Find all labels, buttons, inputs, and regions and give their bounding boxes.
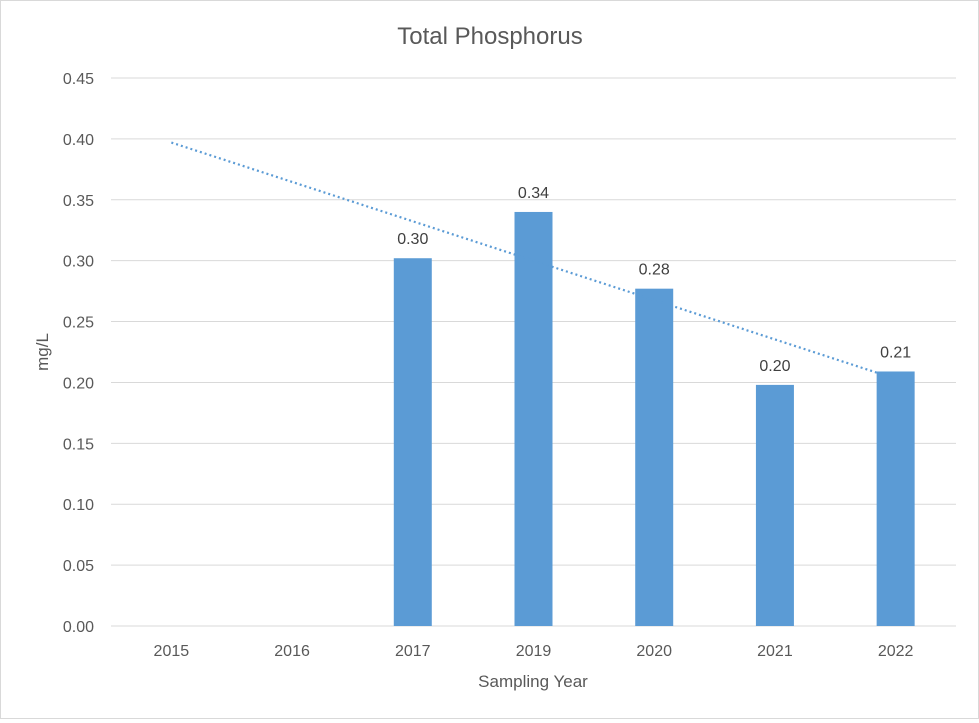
x-tick-label: 2016 xyxy=(274,643,310,660)
y-axis-ticks: 0.00 0.05 0.10 0.15 0.20 0.25 0.30 0.35 0.40 0.45 xyxy=(63,71,94,636)
x-axis-title: Sampling Year xyxy=(478,672,588,691)
y-tick-label: 0.45 xyxy=(63,71,94,88)
trendline-line xyxy=(171,141,896,380)
x-tick-label: 2019 xyxy=(516,643,552,660)
y-tick-label: 0.00 xyxy=(63,619,94,636)
x-tick-label: 2015 xyxy=(154,643,190,660)
data-label: 0.21 xyxy=(880,344,911,361)
bar xyxy=(876,371,915,626)
y-tick-label: 0.05 xyxy=(63,558,94,575)
data-label: 0.30 xyxy=(397,231,428,248)
y-tick-label: 0.15 xyxy=(63,436,94,453)
x-axis-ticks: 2015 2016 2017 2019 2020 2021 2022 xyxy=(154,643,914,660)
x-tick-label: 2022 xyxy=(878,643,914,660)
bar xyxy=(393,258,432,626)
x-tick-label: 2021 xyxy=(757,643,793,660)
data-labels: 0.30 0.34 0.28 0.20 0.21 xyxy=(397,185,911,375)
y-tick-label: 0.25 xyxy=(63,315,94,332)
bars xyxy=(393,211,915,626)
x-tick-label: 2017 xyxy=(395,643,431,660)
y-tick-label: 0.40 xyxy=(63,132,94,149)
bar xyxy=(514,211,553,626)
data-label: 0.20 xyxy=(759,358,790,375)
data-label: 0.28 xyxy=(639,262,670,279)
y-tick-label: 0.30 xyxy=(63,254,94,271)
y-axis-title: mg/L xyxy=(33,333,52,371)
bar xyxy=(635,288,674,626)
trendline xyxy=(171,141,896,380)
chart-title: Total Phosphorus xyxy=(397,23,582,50)
data-label: 0.34 xyxy=(518,185,549,202)
bar xyxy=(755,384,794,626)
y-tick-label: 0.20 xyxy=(63,375,94,392)
y-tick-label: 0.35 xyxy=(63,193,94,210)
y-tick-label: 0.10 xyxy=(63,497,94,514)
x-tick-label: 2020 xyxy=(636,643,672,660)
